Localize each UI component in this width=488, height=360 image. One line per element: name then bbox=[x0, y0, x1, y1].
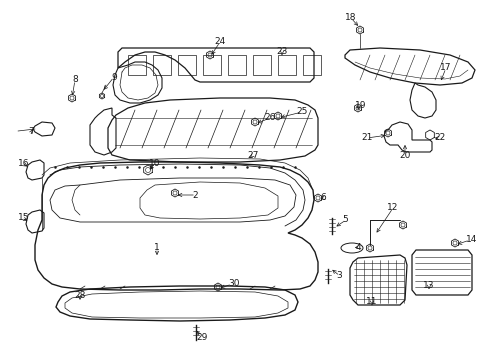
Text: 27: 27 bbox=[247, 150, 258, 159]
Text: 11: 11 bbox=[366, 297, 377, 306]
Text: 23: 23 bbox=[276, 48, 287, 57]
Text: 9: 9 bbox=[111, 72, 117, 81]
Text: 15: 15 bbox=[18, 213, 29, 222]
Text: 25: 25 bbox=[296, 108, 307, 117]
Text: 17: 17 bbox=[439, 63, 451, 72]
Text: 1: 1 bbox=[154, 243, 160, 252]
Bar bbox=[178, 55, 196, 75]
Bar bbox=[153, 55, 171, 75]
Bar bbox=[203, 55, 221, 75]
Text: 16: 16 bbox=[18, 158, 29, 167]
Text: 2: 2 bbox=[192, 190, 197, 199]
Text: 12: 12 bbox=[386, 203, 398, 212]
Text: 18: 18 bbox=[345, 13, 356, 22]
Text: 13: 13 bbox=[423, 280, 434, 289]
Text: 5: 5 bbox=[341, 216, 347, 225]
Bar bbox=[278, 55, 295, 75]
Text: 28: 28 bbox=[74, 291, 85, 300]
Text: 14: 14 bbox=[465, 235, 476, 244]
Text: 8: 8 bbox=[72, 76, 78, 85]
Text: 22: 22 bbox=[433, 134, 445, 143]
Text: 20: 20 bbox=[399, 150, 410, 159]
Text: 29: 29 bbox=[196, 333, 207, 342]
Bar bbox=[227, 55, 245, 75]
Text: 21: 21 bbox=[361, 134, 372, 143]
Text: 7: 7 bbox=[28, 126, 34, 135]
Text: 10: 10 bbox=[149, 158, 161, 167]
Text: 4: 4 bbox=[355, 243, 361, 252]
Text: 19: 19 bbox=[354, 102, 366, 111]
Bar bbox=[128, 55, 146, 75]
Text: 26: 26 bbox=[264, 113, 275, 122]
Text: 3: 3 bbox=[335, 271, 341, 280]
Bar bbox=[252, 55, 270, 75]
Text: 30: 30 bbox=[227, 279, 239, 288]
Bar bbox=[303, 55, 320, 75]
Text: 24: 24 bbox=[214, 37, 225, 46]
Text: 6: 6 bbox=[319, 194, 325, 202]
